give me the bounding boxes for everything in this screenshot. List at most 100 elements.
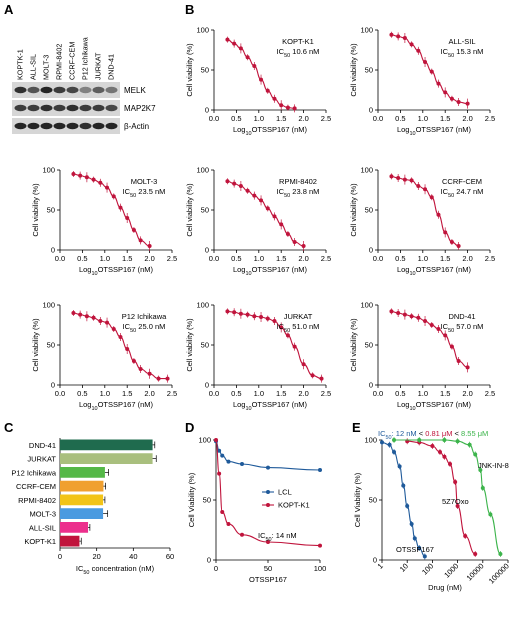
x-tick-label: 2.5 xyxy=(321,114,331,123)
ic50-label: IC50 10.6 nM xyxy=(277,47,320,59)
ic50-label: IC50 57.0 nM xyxy=(441,322,484,334)
x-tick-label: 0.0 xyxy=(209,254,219,263)
y-tick-label: 0 xyxy=(373,556,377,565)
category-label: P12 Ichikawa xyxy=(11,468,56,477)
x-tick-label: 0.5 xyxy=(77,389,87,398)
data-point xyxy=(396,311,401,315)
data-point xyxy=(488,512,493,517)
data-point xyxy=(252,314,257,319)
data-point xyxy=(84,314,89,319)
data-point xyxy=(131,228,136,232)
bar xyxy=(60,439,153,451)
data-point xyxy=(456,359,461,363)
panel-label-c: C xyxy=(4,420,14,435)
y-axis-label: Cell Viability (%) xyxy=(353,472,362,527)
data-point xyxy=(436,81,441,86)
x-tick-label: 0.5 xyxy=(395,389,405,398)
y-tick-label: 100 xyxy=(42,301,55,310)
x-tick-label: 20 xyxy=(92,552,100,561)
category-label: JURKAT xyxy=(27,455,56,464)
y-tick-label: 50 xyxy=(201,66,209,75)
data-point xyxy=(409,314,414,319)
data-point xyxy=(455,439,460,444)
y-axis-label: Cell viability (%) xyxy=(349,183,358,237)
data-point xyxy=(285,333,290,338)
y-axis-label: Cell Viability (%) xyxy=(187,472,196,527)
x-tick-label: 2.5 xyxy=(167,254,177,263)
data-point xyxy=(380,440,384,445)
x-tick-label: 0.0 xyxy=(55,389,65,398)
data-point xyxy=(131,359,136,363)
y-tick-label: 100 xyxy=(360,26,373,35)
y-tick-label: 100 xyxy=(198,436,211,445)
x-tick-label: 0.0 xyxy=(373,254,383,263)
x-axis-label: Log10OTSSP167 (nM) xyxy=(233,265,308,277)
x-axis-label: IC50 concentration (nM) xyxy=(76,564,155,576)
data-point xyxy=(387,442,392,447)
data-point xyxy=(480,486,485,490)
y-tick-label: 0 xyxy=(207,556,211,565)
cell-line-label: RPMI-8402 xyxy=(279,177,317,186)
lane-label: JURKAT xyxy=(94,52,103,80)
data-point xyxy=(84,175,89,180)
x-tick-label: 2.0 xyxy=(298,254,308,263)
data-point xyxy=(473,452,478,457)
x-axis-label: OTSSP167 xyxy=(249,575,287,584)
panel-label-a: A xyxy=(4,2,14,17)
x-tick-label: 2.5 xyxy=(321,389,331,398)
y-tick-label: 100 xyxy=(364,436,377,445)
lane-label: CCRF-CEM xyxy=(68,42,77,80)
y-axis-label: Cell viability (%) xyxy=(349,43,358,97)
data-point xyxy=(225,179,230,184)
data-point xyxy=(292,344,297,349)
x-tick-label: 10 xyxy=(398,561,410,573)
x-tick-label: 1 xyxy=(376,561,385,570)
x-tick-label: 40 xyxy=(129,552,137,561)
blot-band xyxy=(79,86,92,94)
data-point xyxy=(392,438,397,442)
series-line xyxy=(381,441,426,557)
data-point xyxy=(423,319,428,323)
band-label: MAP2K7 xyxy=(124,104,156,113)
data-point xyxy=(402,177,407,182)
data-point xyxy=(98,319,103,323)
x-tick-label: 50 xyxy=(264,564,272,573)
category-label: RPMI-8402 xyxy=(18,496,56,505)
series-line xyxy=(407,440,476,555)
data-point xyxy=(266,540,270,544)
data-point xyxy=(401,483,406,488)
ic50-label: IC50 23.5 nM xyxy=(123,187,166,199)
x-tick-label: 1.5 xyxy=(276,389,286,398)
data-point xyxy=(423,60,428,64)
blot-band xyxy=(53,104,66,112)
ic50-annotation: IC50: 14 nM xyxy=(258,531,297,543)
ic50-label: IC50 51.0 nM xyxy=(277,322,320,334)
data-point xyxy=(285,232,290,236)
data-point xyxy=(465,365,470,370)
x-tick-label: 60 xyxy=(166,552,174,561)
lane-label: RPMI-8402 xyxy=(55,44,64,80)
data-point xyxy=(318,468,322,472)
y-tick-label: 0 xyxy=(369,246,373,255)
x-tick-label: 2.5 xyxy=(485,114,495,123)
x-axis-label: Log10OTSSP167 (nM) xyxy=(79,265,154,277)
x-tick-label: 0.5 xyxy=(395,114,405,123)
x-tick-label: 2.0 xyxy=(298,389,308,398)
data-point xyxy=(240,462,244,466)
blot-band xyxy=(79,122,92,130)
data-point xyxy=(389,174,394,179)
data-point xyxy=(78,173,83,178)
y-tick-label: 0 xyxy=(205,246,209,255)
data-point xyxy=(118,205,123,210)
x-tick-label: 0 xyxy=(214,564,218,573)
x-tick-label: 1.0 xyxy=(418,389,428,398)
bar xyxy=(60,494,104,506)
x-tick-label: 1.0 xyxy=(418,114,428,123)
data-point xyxy=(442,438,447,442)
data-point xyxy=(279,222,284,227)
x-tick-label: 1.0 xyxy=(254,389,264,398)
y-tick-label: 0 xyxy=(51,381,55,390)
blot-band xyxy=(79,104,92,112)
y-tick-label: 0 xyxy=(369,106,373,115)
